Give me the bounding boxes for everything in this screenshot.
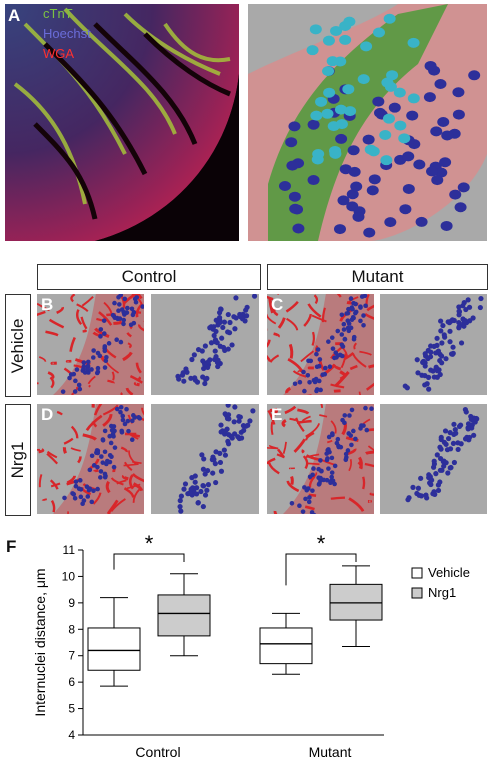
box-vehicle-control bbox=[87, 597, 141, 687]
significance-bracket: * bbox=[285, 531, 357, 586]
legend-item-vehicle: Vehicle bbox=[411, 565, 470, 580]
x-category-label: Control bbox=[135, 744, 180, 760]
nuclei-scatter bbox=[402, 295, 484, 392]
channel-label-hoechst: Hoechst bbox=[43, 26, 91, 41]
legend-item-nrg1: Nrg1 bbox=[411, 585, 456, 600]
boxplot-chart: 4 5 6 7 8 9 10 11 Internuclei distance, μm Contro… bbox=[32, 531, 470, 760]
legend-label: Nrg1 bbox=[428, 585, 456, 600]
panel-d-label: D bbox=[41, 405, 54, 424]
y-tick-label: 9 bbox=[68, 596, 75, 610]
column-header-control: Control bbox=[37, 264, 261, 290]
y-axis-label: Internuclei distance, μm bbox=[32, 568, 48, 716]
panel-b-vessels bbox=[37, 294, 144, 395]
iqr-box bbox=[329, 583, 383, 621]
nuclei-scatter bbox=[177, 404, 256, 514]
vessel-network bbox=[267, 404, 374, 514]
y-tick-label: 6 bbox=[68, 675, 75, 689]
panel-d-vessels bbox=[37, 404, 144, 514]
panel-c-vessels bbox=[267, 294, 374, 395]
iqr-box bbox=[259, 627, 313, 665]
legend-swatch bbox=[411, 567, 423, 579]
channel-label-ctnt: cTnT bbox=[43, 6, 73, 21]
column-header-mutant: Mutant bbox=[267, 264, 488, 290]
row-header-nrg1: Nrg1 bbox=[5, 404, 31, 516]
confocal-heart-section bbox=[5, 4, 239, 241]
vessel-network bbox=[267, 294, 374, 395]
y-tick-label: 11 bbox=[63, 543, 76, 557]
row-label-vehicle: Vehicle bbox=[8, 318, 27, 373]
panel-d-nuclei bbox=[151, 404, 259, 514]
x-category-label: Mutant bbox=[309, 744, 352, 760]
vessel-network bbox=[37, 294, 144, 395]
panel-a-label: A bbox=[8, 6, 21, 25]
nuclei-scatter bbox=[175, 294, 258, 387]
legend-swatch bbox=[411, 587, 423, 599]
panel-a-confocal-image bbox=[5, 4, 239, 241]
panel-c-label: C bbox=[271, 295, 284, 314]
significance-bracket: * bbox=[113, 531, 185, 570]
panel-a-3d-reconstruction bbox=[248, 4, 487, 241]
channel-label-wga: WGA bbox=[43, 46, 75, 61]
significance-star: * bbox=[317, 531, 326, 556]
panel-b-nuclei bbox=[151, 294, 259, 395]
nuclei-scatter bbox=[405, 406, 480, 503]
box-nrg1-control bbox=[157, 573, 211, 657]
y-tick-label: 4 bbox=[68, 728, 75, 742]
y-tick-label: 7 bbox=[68, 649, 75, 663]
box-nrg1-mutant bbox=[329, 565, 383, 647]
iqr-box bbox=[87, 627, 141, 671]
legend-label: Vehicle bbox=[428, 565, 470, 580]
row-label-nrg1: Nrg1 bbox=[8, 441, 27, 479]
panel-c-nuclei bbox=[380, 294, 487, 395]
y-tick-label: 8 bbox=[68, 622, 75, 636]
vessel-network bbox=[37, 404, 144, 514]
reconstruction-render bbox=[248, 4, 487, 241]
panel-f-label: F bbox=[6, 537, 17, 556]
panel-b-label: B bbox=[41, 295, 54, 314]
panel-e-nuclei bbox=[380, 404, 487, 514]
y-tick-label: 5 bbox=[68, 702, 75, 716]
row-header-vehicle: Vehicle bbox=[5, 294, 31, 397]
box-vehicle-mutant bbox=[259, 612, 313, 675]
panel-e-label: E bbox=[271, 405, 283, 424]
y-tick-label: 10 bbox=[62, 569, 76, 583]
panel-e-vessels bbox=[267, 404, 374, 514]
significance-star: * bbox=[145, 531, 154, 556]
iqr-box bbox=[157, 594, 211, 637]
